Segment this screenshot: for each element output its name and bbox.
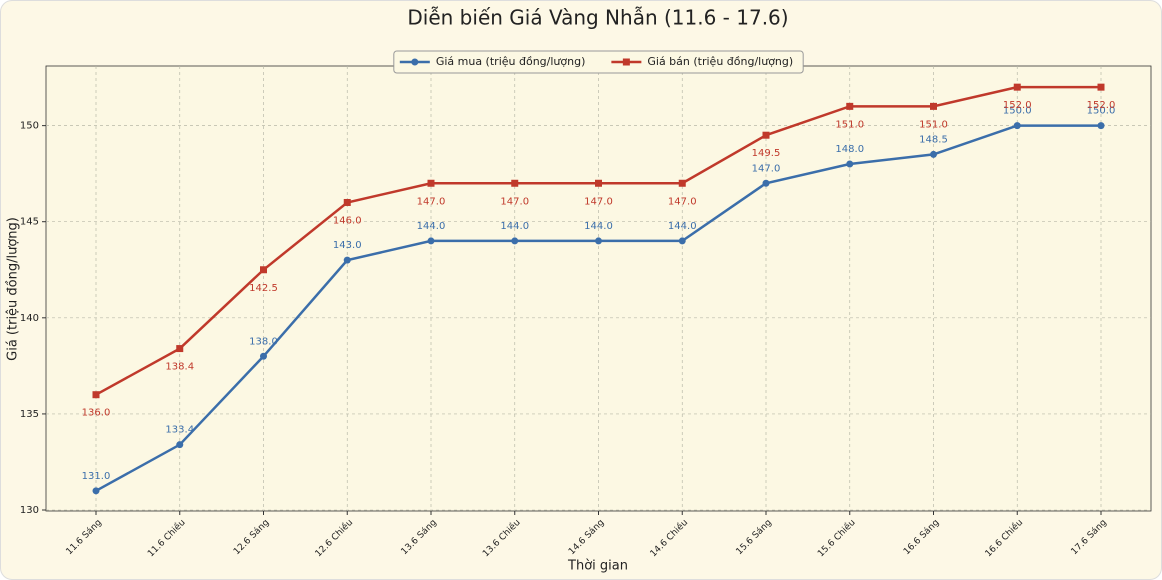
- value-label: 151.0: [919, 119, 948, 130]
- x-tick-label: 16.6 Chiều: [983, 517, 1025, 559]
- y-tick-label: 140: [20, 313, 39, 324]
- marker: [762, 131, 770, 139]
- x-tick-label: 11.6 Chiều: [145, 517, 187, 559]
- x-tick-label: 12.6 Sáng: [232, 518, 271, 557]
- value-label: 148.5: [919, 134, 948, 145]
- legend-label: Giá bán (triệu đồng/lượng): [647, 55, 793, 68]
- x-tick-label: 15.6 Sáng: [735, 518, 774, 557]
- value-label: 144.0: [584, 221, 613, 232]
- marker: [176, 441, 184, 449]
- marker: [595, 179, 602, 187]
- value-label: 144.0: [668, 221, 697, 232]
- value-label: 151.0: [835, 119, 864, 130]
- x-tick-label: 14.6 Sáng: [567, 518, 606, 557]
- x-tick-label: 14.6 Chiều: [648, 517, 690, 559]
- value-label: 148.0: [835, 144, 864, 155]
- value-label: 147.0: [417, 196, 446, 207]
- data: 131.0 133.4 138.0 143.0 144.0 144.0 144.0 144.0…: [82, 83, 1116, 495]
- x-tick-label: 15.6 Chiều: [815, 517, 857, 559]
- marker: [260, 266, 267, 274]
- marker: [1013, 83, 1021, 91]
- marker: [846, 102, 854, 110]
- marker: [678, 237, 686, 245]
- legend-marker: [622, 58, 630, 66]
- x-tick-label: 13.6 Sáng: [400, 518, 439, 557]
- legend-item: Giá mua (triệu đồng/lượng): [399, 55, 586, 68]
- value-label: 146.0: [333, 215, 362, 226]
- marker: [678, 179, 686, 187]
- value-label: 133.4: [165, 425, 194, 436]
- marker: [511, 237, 519, 245]
- value-label: 138.0: [249, 336, 278, 347]
- y-tick-label: 150: [20, 121, 39, 132]
- marker: [343, 256, 351, 264]
- marker: [260, 352, 267, 360]
- value-label: 138.4: [165, 362, 194, 373]
- value-label: 150.0: [1003, 106, 1032, 117]
- value-label: 149.5: [752, 148, 781, 159]
- marker: [1097, 122, 1105, 130]
- x-tick-label: 12.6 Chiều: [313, 517, 355, 559]
- marker: [930, 150, 937, 158]
- legend-label: Giá mua (triệu đồng/lượng): [436, 55, 586, 68]
- value-label: 152.0: [1003, 100, 1032, 111]
- y-tick-label: 135: [20, 409, 39, 420]
- x-axis-label: Thời gian: [567, 559, 628, 574]
- marker: [1097, 83, 1105, 91]
- marker: [762, 179, 770, 187]
- marker: [930, 102, 937, 110]
- value-label: 147.0: [584, 196, 613, 207]
- marker: [427, 179, 435, 187]
- y-tick-label: 145: [20, 217, 39, 228]
- value-label: 144.0: [417, 221, 446, 232]
- x-tick-label: 13.6 Chiều: [480, 517, 522, 559]
- marker: [176, 345, 184, 353]
- legend: Giá mua (triệu đồng/lượng) Giá bán (triệu…: [393, 50, 804, 74]
- marker: [92, 391, 100, 399]
- value-label: 152.0: [1087, 100, 1116, 111]
- marker: [1013, 122, 1021, 130]
- legend-marker: [411, 58, 419, 66]
- value-label: 147.0: [668, 196, 697, 207]
- legend-box: [393, 50, 804, 74]
- value-label: 142.5: [249, 283, 278, 294]
- value-label: 147.0: [752, 163, 781, 174]
- chart-title: Diễn biến Giá Vàng Nhẫn (11.6 - 17.6): [407, 6, 788, 30]
- y-axis-label: Giá (triệu đồng/lượng): [6, 217, 21, 361]
- y-tick-label: 130: [20, 505, 39, 516]
- value-label: 150.0: [1087, 106, 1116, 117]
- value-label: 147.0: [500, 196, 529, 207]
- marker: [595, 237, 602, 245]
- value-label: 136.0: [82, 408, 111, 419]
- marker: [846, 160, 854, 168]
- x-tick-label: 16.6 Sáng: [902, 518, 941, 557]
- value-label: 131.0: [82, 471, 111, 482]
- x-tick-label: 17.6 Sáng: [1070, 518, 1109, 557]
- marker: [343, 198, 351, 206]
- marker: [511, 179, 519, 187]
- value-label: 144.0: [500, 221, 529, 232]
- marker: [427, 237, 435, 245]
- x-tick-label: 11.6 Sáng: [65, 518, 104, 557]
- marker: [92, 487, 100, 495]
- legend-item: Giá bán (triệu đồng/lượng): [611, 55, 793, 68]
- value-label: 143.0: [333, 240, 362, 251]
